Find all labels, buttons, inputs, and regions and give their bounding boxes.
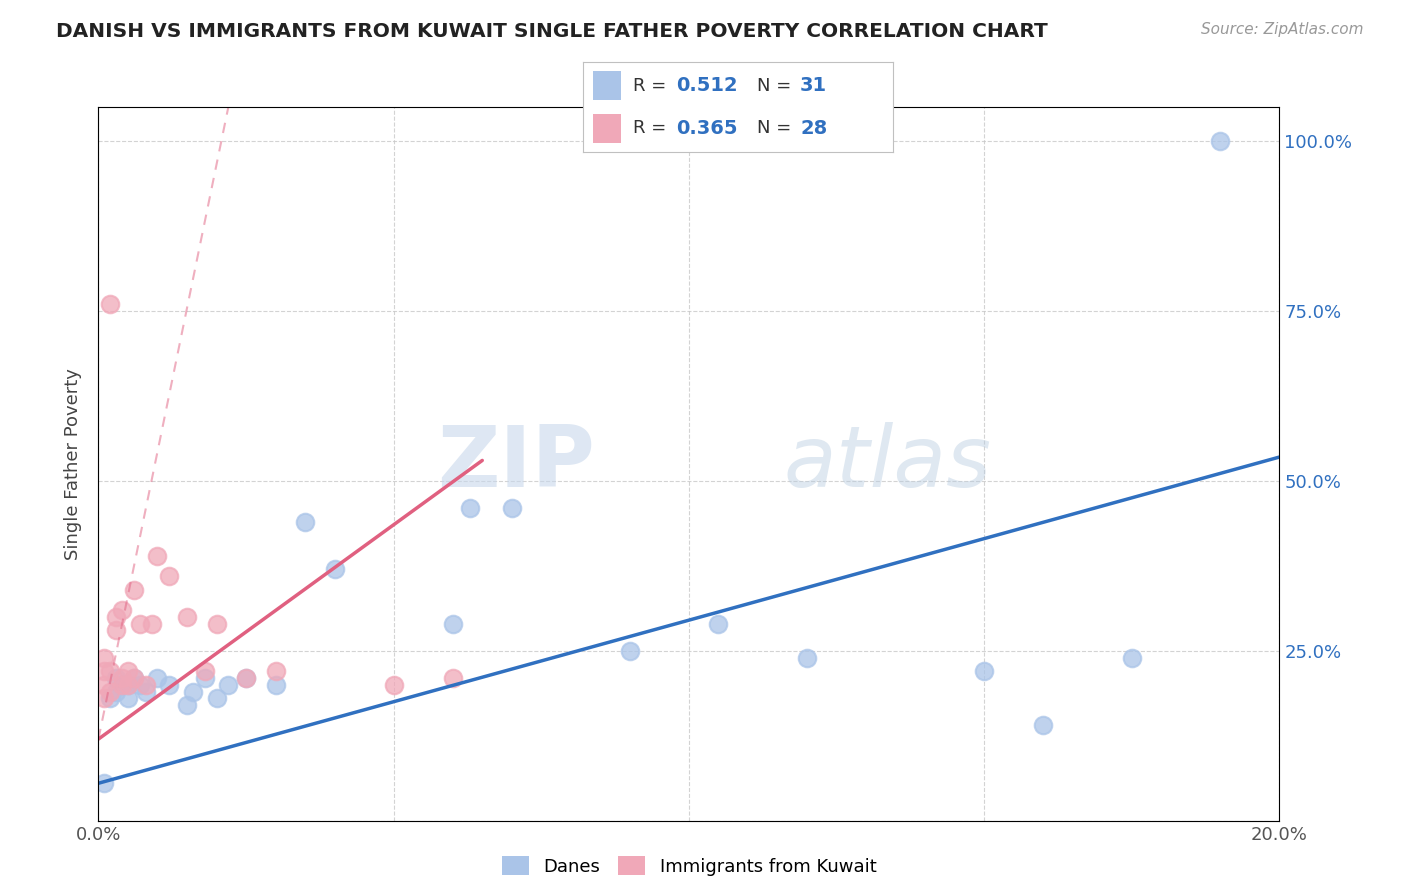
Point bbox=[217, 678, 239, 692]
Point bbox=[111, 678, 134, 692]
Text: atlas: atlas bbox=[783, 422, 991, 506]
Point bbox=[176, 698, 198, 712]
Point bbox=[98, 664, 121, 678]
Point bbox=[157, 678, 180, 692]
Point bbox=[111, 671, 134, 685]
Point bbox=[501, 501, 523, 516]
Point bbox=[1209, 134, 1232, 148]
Point bbox=[235, 671, 257, 685]
Point bbox=[93, 650, 115, 665]
Text: R =: R = bbox=[633, 120, 672, 137]
Text: Source: ZipAtlas.com: Source: ZipAtlas.com bbox=[1201, 22, 1364, 37]
Point bbox=[264, 678, 287, 692]
Text: R =: R = bbox=[633, 77, 672, 95]
Legend: Danes, Immigrants from Kuwait: Danes, Immigrants from Kuwait bbox=[495, 849, 883, 883]
Point bbox=[111, 603, 134, 617]
Point bbox=[973, 664, 995, 678]
Text: N =: N = bbox=[756, 77, 797, 95]
Point bbox=[205, 691, 228, 706]
Text: 31: 31 bbox=[800, 76, 827, 95]
Point bbox=[117, 664, 139, 678]
Point bbox=[93, 664, 115, 678]
Point bbox=[122, 582, 145, 597]
Point bbox=[460, 501, 482, 516]
Point bbox=[194, 664, 217, 678]
Point bbox=[135, 684, 157, 698]
Point bbox=[146, 671, 169, 685]
Point bbox=[323, 562, 346, 576]
Point bbox=[93, 691, 115, 706]
Point bbox=[93, 776, 115, 790]
Point bbox=[105, 609, 128, 624]
Point bbox=[294, 515, 316, 529]
Point bbox=[157, 569, 180, 583]
Point bbox=[176, 609, 198, 624]
Point bbox=[205, 616, 228, 631]
Point bbox=[128, 616, 150, 631]
Point bbox=[1032, 718, 1054, 732]
Point bbox=[135, 678, 157, 692]
Point bbox=[105, 684, 128, 698]
Point bbox=[117, 691, 139, 706]
Text: 28: 28 bbox=[800, 119, 827, 138]
Point bbox=[441, 671, 464, 685]
Point bbox=[1121, 650, 1143, 665]
Point bbox=[264, 664, 287, 678]
Text: DANISH VS IMMIGRANTS FROM KUWAIT SINGLE FATHER POVERTY CORRELATION CHART: DANISH VS IMMIGRANTS FROM KUWAIT SINGLE … bbox=[56, 22, 1047, 41]
Text: 0.512: 0.512 bbox=[676, 76, 738, 95]
Point bbox=[235, 671, 257, 685]
Point bbox=[181, 684, 204, 698]
Point bbox=[98, 691, 121, 706]
Point bbox=[122, 671, 145, 685]
Text: N =: N = bbox=[756, 120, 797, 137]
Y-axis label: Single Father Poverty: Single Father Poverty bbox=[65, 368, 83, 560]
Point bbox=[122, 671, 145, 685]
Point bbox=[93, 678, 115, 692]
Text: 0.365: 0.365 bbox=[676, 119, 738, 138]
Point bbox=[141, 616, 163, 631]
Point bbox=[117, 678, 139, 692]
Point bbox=[105, 671, 128, 685]
Point bbox=[128, 678, 150, 692]
FancyBboxPatch shape bbox=[593, 114, 620, 143]
Point bbox=[98, 297, 121, 311]
Point bbox=[146, 549, 169, 563]
Point bbox=[98, 684, 121, 698]
Point bbox=[194, 671, 217, 685]
FancyBboxPatch shape bbox=[593, 71, 620, 100]
Point bbox=[105, 624, 128, 638]
Point bbox=[111, 678, 134, 692]
Point bbox=[707, 616, 730, 631]
Point bbox=[619, 644, 641, 658]
Point bbox=[117, 678, 139, 692]
Text: ZIP: ZIP bbox=[437, 422, 595, 506]
Point bbox=[441, 616, 464, 631]
Point bbox=[382, 678, 405, 692]
Point bbox=[796, 650, 818, 665]
